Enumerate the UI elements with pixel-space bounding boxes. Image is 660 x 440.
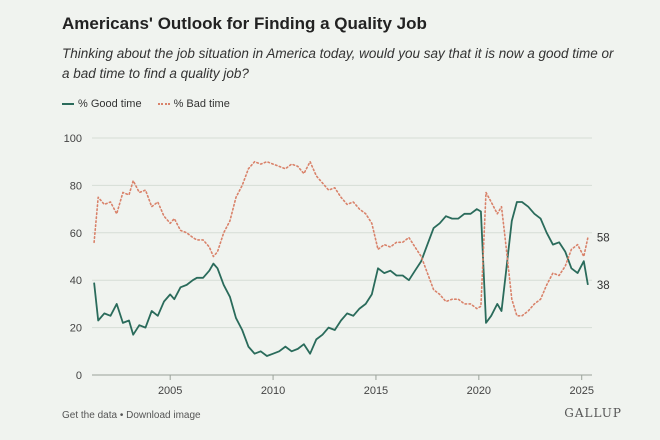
legend-item-bad: % Bad time	[157, 98, 230, 110]
y-tick-label-20: 20	[70, 323, 82, 335]
x-tick-label-2005: 2005	[158, 385, 182, 397]
y-tick-label-60: 60	[70, 228, 82, 240]
footer-separator: •	[117, 410, 127, 421]
end-label-bad-time: 58	[597, 233, 610, 245]
legend: % Good time % Bad time	[62, 98, 230, 110]
footer-links: Get the data • Download image	[62, 410, 201, 421]
gallup-logo: GALLUP	[564, 406, 622, 420]
legend-swatch-good	[62, 103, 74, 105]
y-tick-label-100: 100	[64, 133, 82, 145]
end-label-good-time: 38	[597, 280, 610, 292]
chart-title: Americans' Outlook for Finding a Quality…	[62, 14, 427, 33]
series-line-bad-time	[93, 160, 589, 317]
x-tick-label-2015: 2015	[364, 385, 388, 397]
legend-item-good: % Good time	[62, 98, 142, 110]
legend-swatch-bad	[157, 103, 170, 105]
line-chart: 0 20 40 60 80 100 2005 2010 2015 2020 2025 38 58	[64, 133, 610, 397]
download-image-link[interactable]: Download image	[126, 410, 201, 421]
x-tick-label-2020: 2020	[467, 385, 491, 397]
legend-label-good: % Good time	[78, 98, 142, 110]
legend-label-bad: % Bad time	[173, 98, 230, 110]
y-tick-label-0: 0	[76, 370, 82, 382]
x-tick-label-2010: 2010	[261, 385, 285, 397]
y-tick-label-40: 40	[70, 275, 82, 287]
chart-subtitle: Thinking about the job situation in Amer…	[62, 46, 614, 81]
y-tick-label-80: 80	[70, 180, 82, 192]
x-tick-label-2025: 2025	[569, 385, 593, 397]
series-line-good-time	[93, 201, 589, 357]
get-data-link[interactable]: Get the data	[62, 410, 118, 421]
